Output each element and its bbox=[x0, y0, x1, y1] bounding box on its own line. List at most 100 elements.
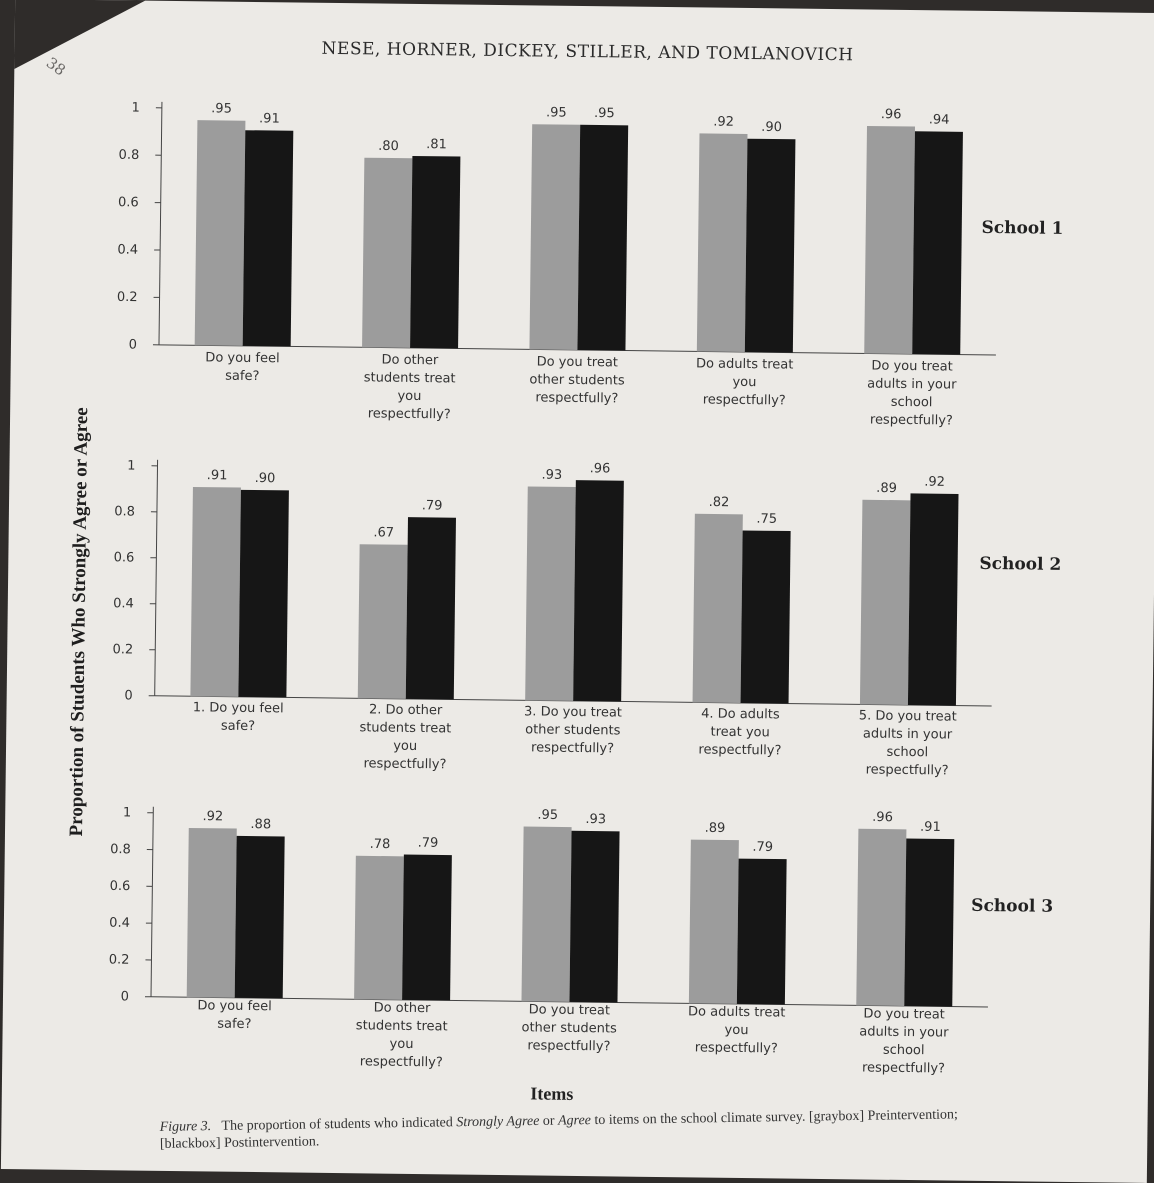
category-label: Do you feelsafe? bbox=[205, 350, 280, 384]
data-label: .94 bbox=[929, 112, 950, 127]
data-label: .75 bbox=[756, 512, 777, 527]
post-intervention-bar bbox=[235, 836, 285, 998]
data-label: .92 bbox=[202, 809, 223, 824]
category-label: Do you treatother studentsrespectfully? bbox=[529, 354, 625, 406]
y-tick-label: 1 bbox=[131, 100, 139, 115]
category-label: 2. Do otherstudents treatyourespectfully… bbox=[359, 702, 452, 772]
category-label: Do adults treatyourespectfully? bbox=[688, 1004, 786, 1056]
y-tick-label: 0 bbox=[121, 989, 129, 1004]
y-tick-label: 0.6 bbox=[110, 879, 131, 894]
y-tick-label: 0.4 bbox=[109, 916, 130, 931]
category-label: Do otherstudents treatyourespectfully? bbox=[355, 1000, 448, 1070]
data-label: .95 bbox=[594, 106, 615, 121]
data-label: .81 bbox=[426, 137, 447, 152]
running-head: NESE, HORNER, DICKEY, STILLER, AND TOMLA… bbox=[15, 35, 1154, 69]
pre-intervention-bar bbox=[860, 500, 910, 705]
data-label: .91 bbox=[920, 820, 941, 835]
post-intervention-bar bbox=[908, 493, 959, 705]
post-intervention-bar bbox=[577, 125, 628, 351]
category-label: Do you treatadults in yourschoolrespectf… bbox=[859, 1006, 950, 1076]
school-panel-label: School 1 bbox=[981, 218, 1063, 239]
pre-intervention-bar bbox=[697, 133, 748, 352]
y-tick-label: 0.8 bbox=[119, 148, 140, 163]
pre-intervention-bar bbox=[354, 856, 404, 1000]
data-label: .96 bbox=[881, 107, 902, 122]
y-tick-label: 0.2 bbox=[112, 642, 133, 657]
post-intervention-bar bbox=[573, 480, 624, 701]
data-label: .96 bbox=[872, 810, 893, 825]
data-label: .92 bbox=[924, 475, 945, 490]
data-label: .88 bbox=[250, 817, 271, 832]
post-intervention-bar bbox=[238, 490, 289, 698]
school-2-bar-chart: 0 0.2 0.4 0.6 0.8 1 .91 .90 1. Do you feelsafe?.… bbox=[5, 439, 1154, 833]
caption-strongly-agree: Strongly Agree bbox=[456, 1114, 539, 1130]
data-label: .79 bbox=[422, 498, 443, 513]
y-tick-label: 0 bbox=[124, 688, 132, 703]
pre-intervention-bar bbox=[521, 827, 571, 1002]
caption-agree: Agree bbox=[558, 1113, 591, 1129]
data-label: .89 bbox=[876, 481, 897, 496]
post-intervention-bar bbox=[904, 839, 954, 1007]
school-1-bar-chart: 0 0.2 0.4 0.6 0.8 1 .95 .91 Do you feelsafe? .80.… bbox=[10, 81, 1154, 475]
data-label: .90 bbox=[761, 120, 782, 135]
y-tick-label: 0.8 bbox=[114, 504, 135, 519]
post-intervention-bar bbox=[402, 854, 452, 1000]
y-axis-line bbox=[151, 807, 153, 997]
data-label: .95 bbox=[537, 808, 558, 823]
data-label: .92 bbox=[713, 115, 734, 130]
data-label: .79 bbox=[752, 840, 773, 855]
data-label: .82 bbox=[709, 495, 730, 510]
figure-label: Figure 3. bbox=[160, 1119, 212, 1135]
y-tick-label: 1 bbox=[123, 805, 131, 820]
y-axis-line bbox=[155, 460, 158, 696]
y-tick-label: 0.2 bbox=[109, 952, 130, 967]
caption-or: or bbox=[543, 1114, 555, 1129]
school-panel-label: School 3 bbox=[971, 896, 1053, 917]
pre-intervention-bar bbox=[856, 829, 906, 1006]
category-label: 3. Do you treatother studentsrespectfull… bbox=[524, 704, 622, 756]
caption-text-before: The proportion of students who indicated bbox=[221, 1115, 453, 1134]
data-label: .95 bbox=[546, 105, 567, 120]
post-intervention-bar bbox=[243, 130, 294, 346]
data-label: .79 bbox=[418, 836, 439, 851]
data-label: .93 bbox=[541, 468, 562, 483]
pre-intervention-bar bbox=[195, 120, 246, 346]
category-label: Do you treatother studentsrespectfully? bbox=[521, 1002, 617, 1054]
category-label: Do you treatadults in yourschoolrespectf… bbox=[867, 358, 958, 428]
y-tick-label: 0.6 bbox=[118, 195, 139, 210]
y-tick-label: 0 bbox=[129, 337, 137, 352]
category-label: Do adults treatyourespectfully? bbox=[695, 356, 793, 408]
pre-intervention-bar bbox=[358, 544, 408, 699]
y-tick-label: 0.2 bbox=[117, 290, 138, 305]
data-label: .91 bbox=[259, 111, 280, 126]
y-tick-label: 1 bbox=[127, 458, 135, 473]
post-intervention-bar bbox=[569, 831, 619, 1003]
data-label: .90 bbox=[255, 471, 276, 486]
data-label: .95 bbox=[211, 101, 232, 116]
y-tick-label: 0.4 bbox=[113, 596, 134, 611]
pre-intervention-bar bbox=[689, 840, 739, 1004]
post-intervention-bar bbox=[410, 156, 460, 349]
data-label: .67 bbox=[373, 525, 394, 540]
pre-intervention-bar bbox=[190, 487, 241, 697]
data-label: .78 bbox=[370, 837, 391, 852]
data-label: .80 bbox=[378, 139, 399, 154]
y-tick-label: 0.4 bbox=[117, 243, 138, 258]
category-label: 4. Do adultstreat yourespectfully? bbox=[698, 706, 782, 758]
data-label: .89 bbox=[705, 821, 726, 836]
pre-intervention-bar bbox=[693, 514, 743, 703]
data-label: .91 bbox=[207, 468, 228, 483]
pre-intervention-bar bbox=[525, 486, 576, 700]
y-tick-label: 0.6 bbox=[114, 550, 135, 565]
pre-intervention-bar bbox=[187, 828, 237, 998]
post-intervention-bar bbox=[406, 517, 456, 699]
pre-intervention-bar bbox=[864, 126, 915, 354]
category-label: 1. Do you feelsafe? bbox=[193, 700, 284, 734]
post-intervention-bar bbox=[741, 530, 791, 703]
post-intervention-bar bbox=[745, 139, 796, 353]
school-panel-label: School 2 bbox=[979, 554, 1061, 575]
category-label: Do you feelsafe? bbox=[197, 998, 272, 1032]
data-label: .93 bbox=[585, 812, 606, 827]
pre-intervention-bar bbox=[529, 124, 580, 350]
